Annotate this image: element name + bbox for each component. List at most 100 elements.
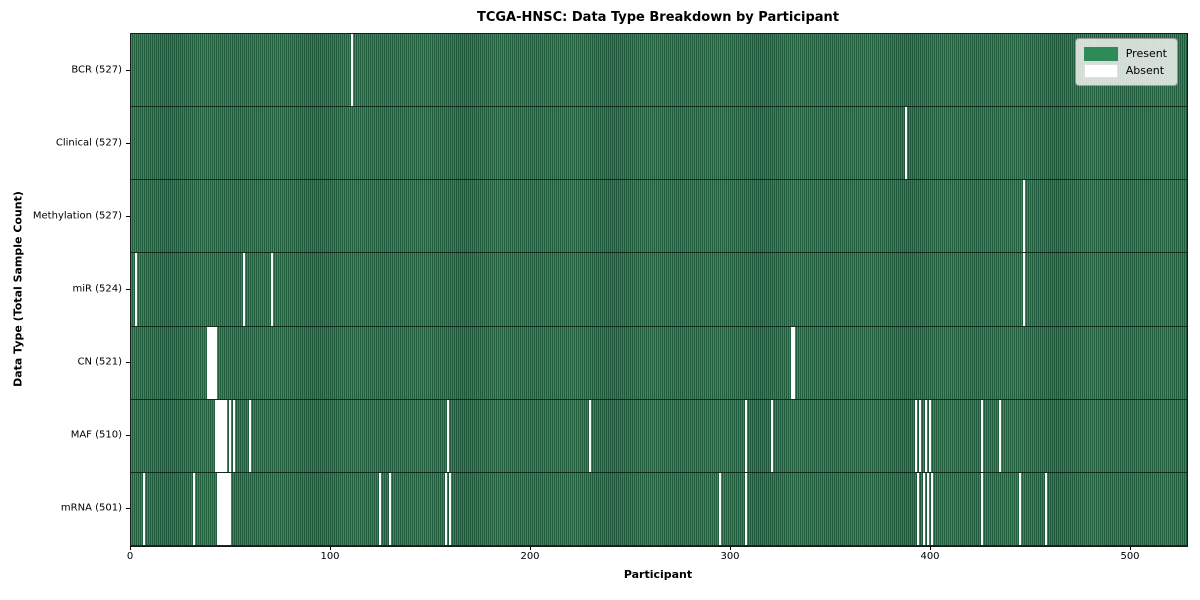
absent-bar: [793, 326, 795, 399]
y-tick-mark: [126, 143, 130, 144]
absent-bar: [917, 472, 919, 545]
x-tick-label-200: 200: [520, 551, 540, 562]
y-tick-label-mRNA: mRNA (501): [60, 502, 122, 514]
absent-bar: [999, 399, 1001, 472]
y-tick-mark: [126, 435, 130, 436]
legend-present-swatch-icon: [1083, 46, 1118, 61]
legend-absent-label: Absent: [1125, 64, 1165, 77]
data-type-row-BCR: [131, 34, 1187, 108]
absent-bar: [143, 472, 145, 545]
data-type-row-CN: [131, 326, 1187, 400]
absent-bar: [919, 399, 921, 472]
absent-bar: [1019, 472, 1021, 545]
y-tick-mark: [126, 508, 130, 509]
absent-bar: [225, 399, 227, 472]
y-tick-label-miR: miR (524): [72, 283, 122, 295]
absent-bar: [193, 472, 195, 545]
absent-bar: [229, 399, 231, 472]
absent-bar: [981, 472, 983, 545]
x-axis-label: Participant: [623, 568, 693, 581]
absent-bar: [931, 472, 933, 545]
x-tick-mark: [730, 546, 731, 550]
absent-bar: [223, 472, 225, 545]
x-tick-mark: [930, 546, 931, 550]
legend: Present Absent: [1074, 38, 1178, 86]
absent-bar: [589, 399, 591, 472]
x-tick-label-500: 500: [1120, 551, 1140, 562]
absent-bar: [217, 472, 219, 545]
absent-bar: [719, 472, 721, 545]
absent-bar: [351, 34, 353, 107]
y-axis-label: Data Type (Total Sample Count): [11, 191, 25, 387]
absent-bar: [791, 326, 793, 399]
y-tick-label-Clinical: Clinical (527): [55, 137, 122, 149]
y-tick-mark: [126, 70, 130, 71]
absent-bar: [211, 326, 213, 399]
absent-bar: [215, 399, 217, 472]
absent-bar: [745, 399, 747, 472]
x-tick-label-0: 0: [126, 551, 134, 562]
absent-bar: [271, 253, 273, 326]
x-tick-mark: [530, 546, 531, 550]
absent-bar: [209, 326, 211, 399]
absent-bar: [915, 399, 917, 472]
absent-bar: [745, 472, 747, 545]
y-tick-mark: [126, 216, 130, 217]
absent-bar: [227, 472, 229, 545]
data-type-row-mRNA: [131, 472, 1187, 546]
absent-bar: [447, 399, 449, 472]
absent-bar: [445, 472, 447, 545]
absent-bar: [219, 399, 221, 472]
absent-bar: [249, 399, 251, 472]
absent-bar: [221, 472, 223, 545]
y-tick-label-BCR: BCR (527): [71, 64, 122, 76]
legend-present-label: Present: [1125, 47, 1167, 60]
y-tick-label-CN: CN (521): [77, 356, 122, 368]
absent-bar: [771, 399, 773, 472]
data-type-row-Methylation: [131, 180, 1187, 254]
y-tick-mark: [126, 362, 130, 363]
absent-bar: [1023, 180, 1025, 253]
absent-bar: [379, 472, 381, 545]
absent-bar: [217, 399, 219, 472]
absent-bar: [389, 472, 391, 545]
absent-bar: [229, 472, 231, 545]
y-tick-label-Methylation: Methylation (527): [32, 210, 122, 222]
y-tick-label-MAF: MAF (510): [70, 429, 122, 441]
x-tick-label-100: 100: [320, 551, 340, 562]
absent-bar: [927, 472, 929, 545]
x-tick-mark: [1130, 546, 1131, 550]
y-tick-mark: [126, 289, 130, 290]
data-type-row-Clinical: [131, 107, 1187, 181]
absent-bar: [219, 472, 221, 545]
x-tick-label-400: 400: [920, 551, 940, 562]
absent-bar: [923, 472, 925, 545]
absent-bar: [981, 399, 983, 472]
absent-bar: [207, 326, 209, 399]
absent-bar: [213, 326, 215, 399]
absent-bar: [929, 399, 931, 472]
absent-bar: [905, 107, 907, 180]
legend-item-present: Present: [1083, 45, 1167, 62]
legend-item-absent: Absent: [1083, 62, 1167, 79]
data-type-row-miR: [131, 253, 1187, 327]
absent-bar: [215, 326, 217, 399]
x-tick-mark: [130, 546, 131, 550]
x-tick-mark: [330, 546, 331, 550]
absent-bar: [1023, 253, 1025, 326]
chart-title: TCGA-HNSC: Data Type Breakdown by Partic…: [476, 10, 840, 25]
absent-bar: [225, 472, 227, 545]
absent-bar: [243, 253, 245, 326]
plot-area: Present Absent: [130, 33, 1188, 547]
legend-absent-swatch-icon: [1083, 63, 1118, 78]
absent-bar: [925, 399, 927, 472]
absent-bar: [233, 399, 235, 472]
absent-bar: [449, 472, 451, 545]
absent-bar: [223, 399, 225, 472]
absent-bar: [221, 399, 223, 472]
data-type-row-MAF: [131, 399, 1187, 473]
x-tick-label-300: 300: [720, 551, 740, 562]
absent-bar: [1045, 472, 1047, 545]
absent-bar: [135, 253, 137, 326]
